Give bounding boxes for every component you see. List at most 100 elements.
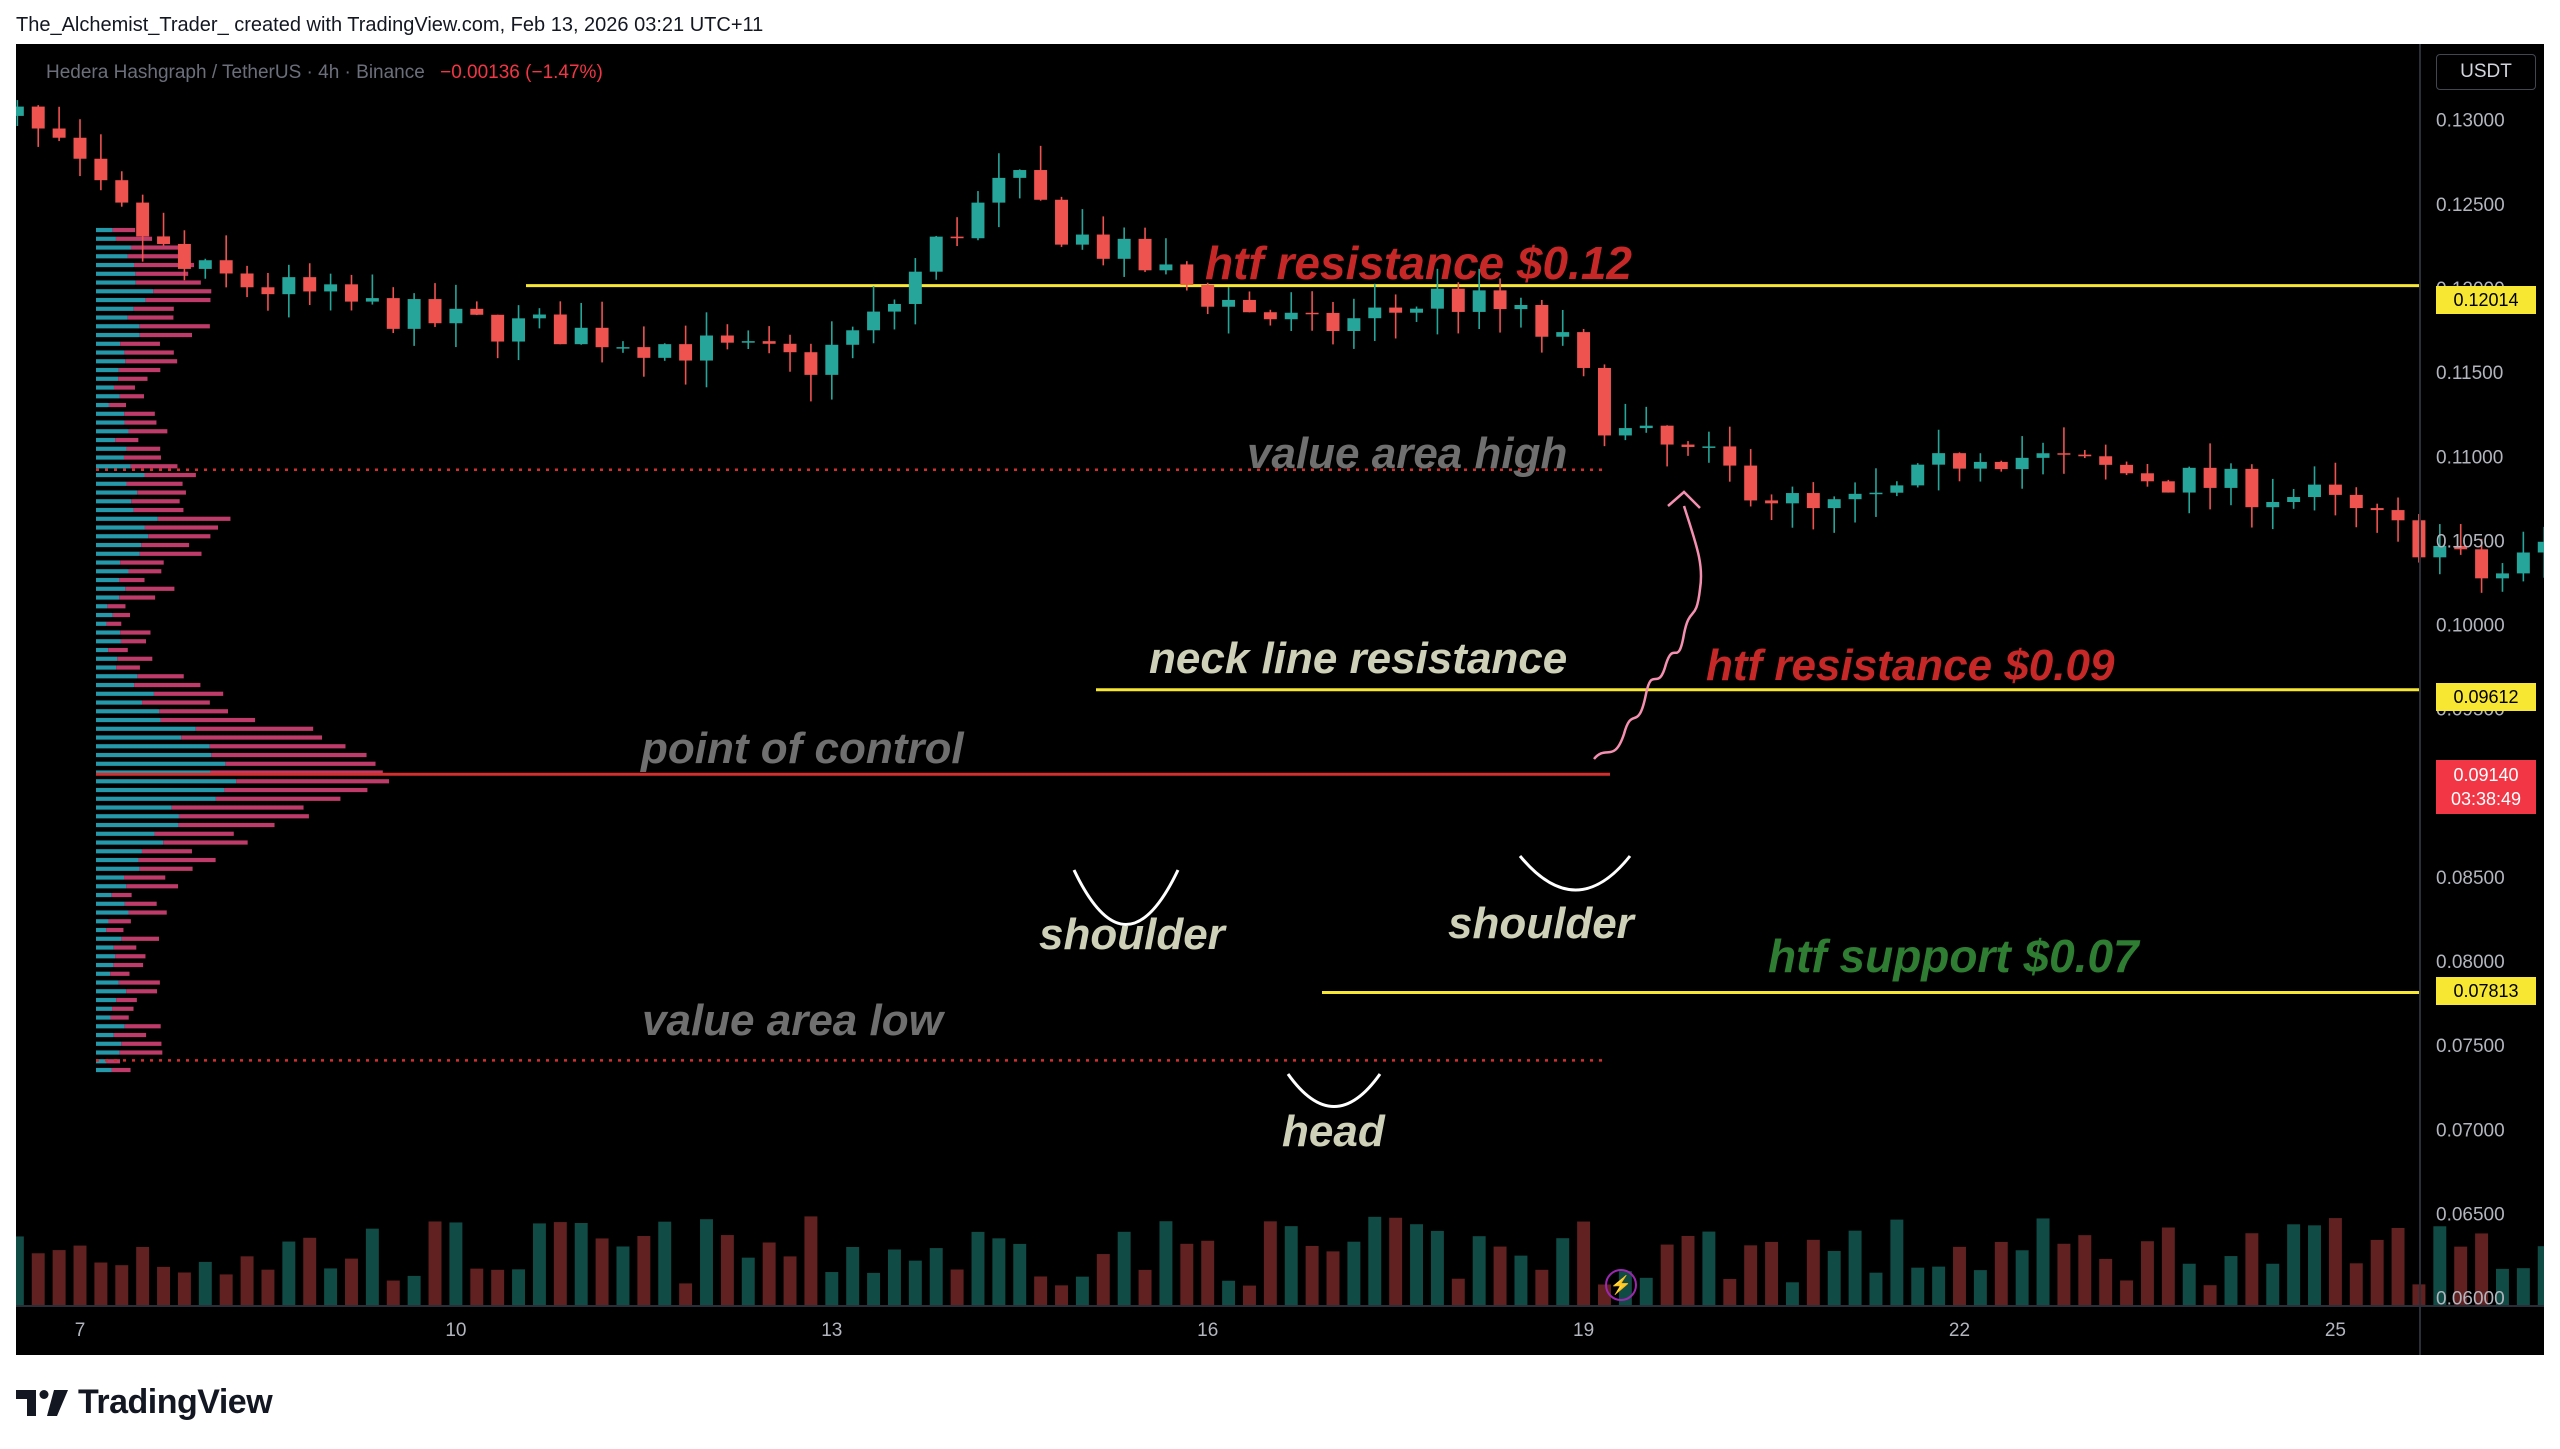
volume-bar <box>2433 1226 2447 1306</box>
candle-body <box>1598 367 1611 436</box>
volume-bar <box>2308 1225 2321 1306</box>
tradingview-logo[interactable]: TradingView <box>16 1383 273 1422</box>
lightning-icon[interactable]: ⚡ <box>1605 1269 1637 1301</box>
profile-bar-up <box>96 1032 114 1038</box>
profile-bar-down <box>106 1059 121 1064</box>
profile-bar-down <box>139 551 202 556</box>
time-tick-label: 16 <box>1197 1320 1218 1341</box>
profile-bar-up <box>96 805 172 810</box>
volume-bar <box>1827 1250 1841 1306</box>
projection-path <box>1593 505 1703 760</box>
profile-bar-up <box>96 927 107 933</box>
candle-body <box>2308 484 2321 498</box>
chart-pane[interactable]: 0.130000.125000.120000.115000.110000.105… <box>0 44 2560 1355</box>
volume-bar <box>136 1246 150 1306</box>
volume-bar <box>2516 1268 2530 1306</box>
time-tick-label: 13 <box>821 1320 842 1341</box>
volume-bar <box>1326 1251 1340 1306</box>
volume-bar <box>491 1269 505 1306</box>
volume-bar <box>2349 1263 2363 1306</box>
shoulder-arc-right <box>1518 855 1632 892</box>
volume-bar <box>1472 1236 1486 1306</box>
profile-bar-down <box>119 394 144 399</box>
profile-bar-up <box>96 490 138 495</box>
profile-bar-down <box>120 341 160 346</box>
volume-bar <box>52 1250 66 1306</box>
current-price-value: 0.09140 <box>2453 765 2519 785</box>
profile-bar-down <box>110 971 130 976</box>
candle-body <box>1117 238 1131 259</box>
candle-body <box>2495 573 2509 579</box>
candle-body <box>2036 453 2050 458</box>
label-point-of-control: point of control <box>641 724 964 773</box>
profile-bar-down <box>106 927 124 933</box>
profile-bar-down <box>111 892 132 898</box>
volume-bar <box>2120 1280 2134 1306</box>
candle-body <box>303 277 317 292</box>
price-tick-label: 0.08000 <box>2436 952 2505 973</box>
profile-bar-up <box>96 674 138 679</box>
profile-bar-up <box>96 901 125 906</box>
price-tick-label: 0.07500 <box>2436 1036 2505 1057</box>
profile-bar-down <box>126 989 158 994</box>
profile-bar-up <box>96 429 129 434</box>
volume-bar <box>2099 1258 2113 1306</box>
candle-body <box>637 347 651 358</box>
profile-bar-down <box>215 796 341 801</box>
volume-bar <box>1305 1245 1319 1306</box>
profile-bar-down <box>135 280 201 285</box>
candle-body <box>324 284 338 292</box>
price-tick-label: 0.10000 <box>2436 616 2505 637</box>
candle-body <box>1201 284 1215 307</box>
price-tick-label: 0.07000 <box>2436 1120 2505 1141</box>
volume-bars <box>0 1216 2560 1306</box>
profile-bar-up <box>96 376 119 381</box>
candle-body <box>1577 332 1591 368</box>
candle-body <box>616 347 630 349</box>
volume-bar <box>2036 1218 2050 1306</box>
profile-bar-down <box>120 639 147 644</box>
candle-body <box>741 341 755 343</box>
volume-bar <box>10 1236 24 1306</box>
profile-bar-up <box>96 254 128 259</box>
profile-bar-down <box>225 761 376 766</box>
profile-bar-up <box>96 892 112 898</box>
profile-bar-down <box>144 525 219 530</box>
profile-bar-down <box>108 919 131 924</box>
profile-bar-up <box>96 647 109 653</box>
volume-bar <box>2475 1233 2489 1306</box>
profile-bar-up <box>96 551 140 556</box>
profile-bar-up <box>96 989 127 994</box>
profile-bar-down <box>112 1006 134 1011</box>
profile-bar-down <box>159 709 228 714</box>
candle-body <box>2224 468 2238 488</box>
axes <box>16 44 2544 1355</box>
candle-body <box>1159 264 1173 271</box>
profile-bar-up <box>96 262 135 268</box>
candle-body <box>449 308 463 324</box>
volume-bar <box>971 1231 985 1306</box>
profile-bar-up <box>96 341 121 346</box>
candle-body <box>1535 305 1549 337</box>
volume-bar <box>1911 1267 1925 1306</box>
volume-bar <box>532 1223 546 1306</box>
candle-body <box>1514 305 1528 310</box>
volume-bar <box>1263 1221 1277 1306</box>
candle-body <box>1368 307 1382 319</box>
candle-body <box>553 314 567 345</box>
profile-bar-down <box>163 840 248 845</box>
currency-button[interactable]: USDT <box>2436 54 2536 90</box>
profile-bar-up <box>96 455 124 460</box>
profile-bar-down <box>124 875 166 880</box>
symbol-legend[interactable]: Hedera Hashgraph / TetherUS · 4h · Binan… <box>46 62 603 84</box>
candle-body <box>1618 428 1632 436</box>
profile-bar-down <box>121 1041 162 1046</box>
time-axis[interactable]: 710131619222528Feb47101316192225Mar4 <box>75 1320 2544 1341</box>
chart-svg[interactable]: 0.130000.125000.120000.115000.110000.105… <box>0 44 2560 1355</box>
candles <box>0 100 2560 593</box>
profile-bar-down <box>115 954 146 959</box>
profile-bar-down <box>111 1067 131 1073</box>
volume-bar <box>1890 1219 1904 1306</box>
label-htf-resistance-009: htf resistance $0.09 <box>1706 641 2115 690</box>
volume-bar <box>198 1261 212 1306</box>
